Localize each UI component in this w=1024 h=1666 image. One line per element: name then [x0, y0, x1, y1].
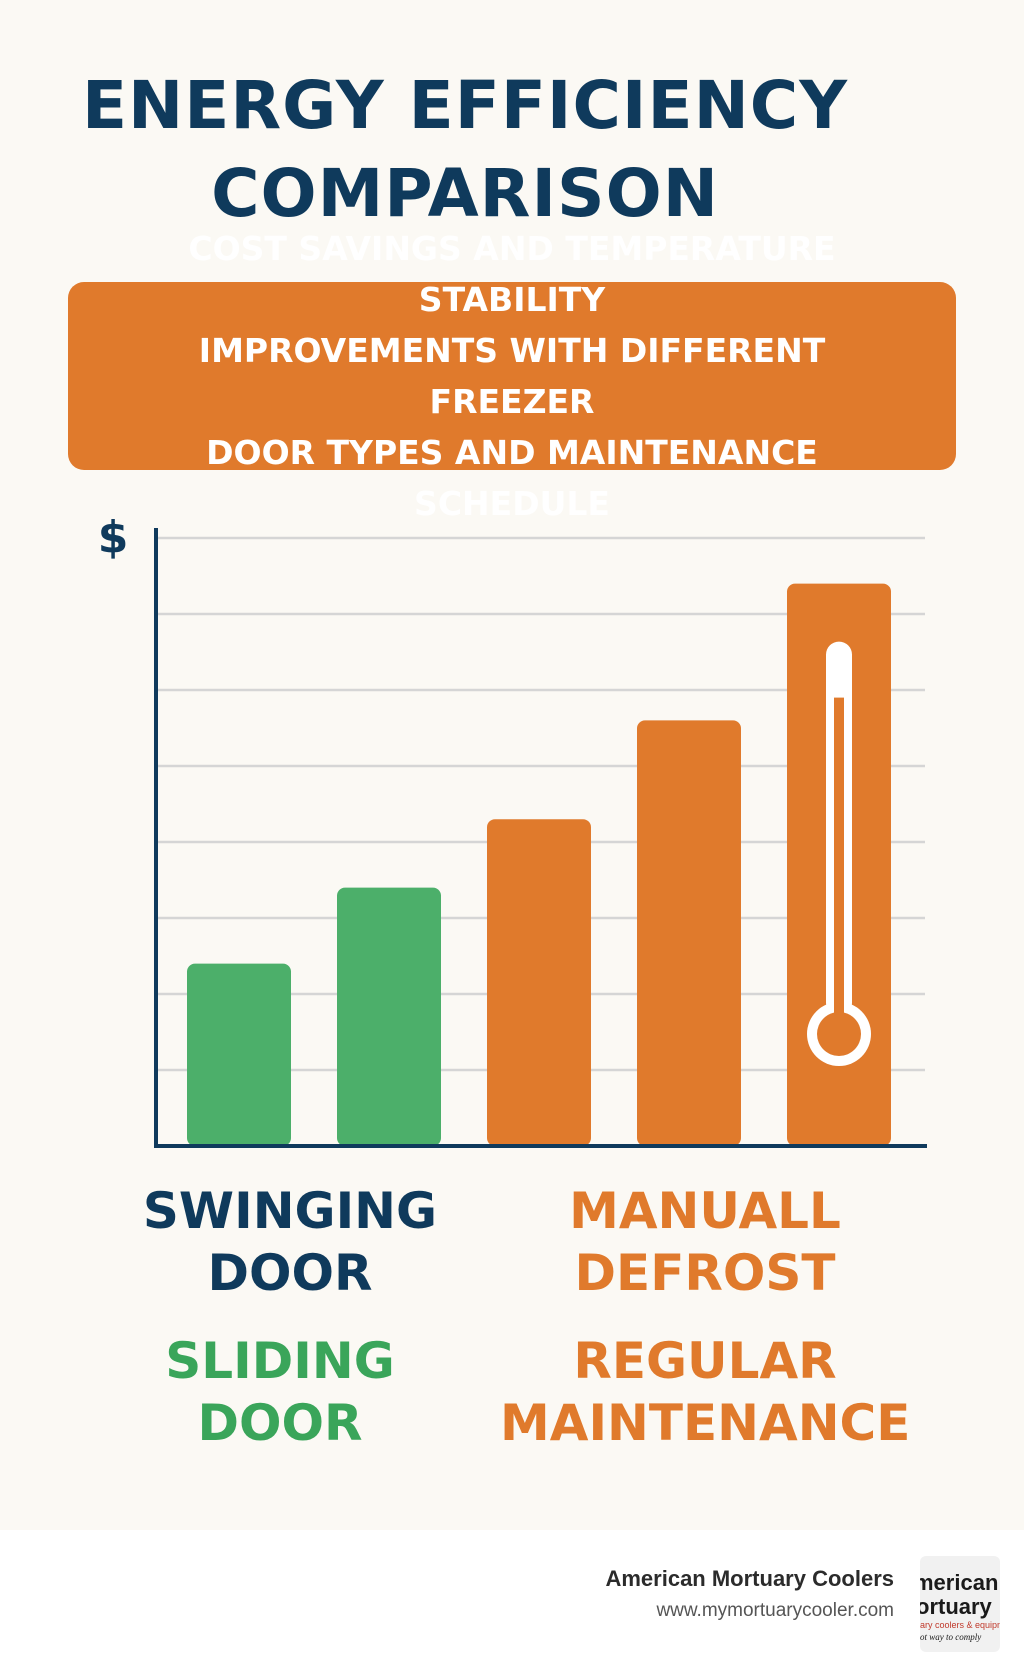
label-swinging-line-2: DOOR: [207, 1244, 373, 1302]
bar: [187, 963, 291, 1146]
label-manual-defrost: MANUALL DEFROST: [540, 1180, 870, 1304]
label-swinging-line-1: SWINGING: [142, 1182, 438, 1240]
label-regular-maintenance: REGULAR MAINTENANCE: [500, 1330, 910, 1454]
bar-chart: $: [98, 512, 927, 1148]
bar: [487, 819, 591, 1146]
label-defrost-line-1: MANUALL: [569, 1182, 841, 1240]
company-logo: merican ortuary ary coolers & equipment …: [920, 1556, 1000, 1652]
logo-text-1: merican: [920, 1570, 999, 1595]
subtitle-banner: COST SAVINGS AND TEMPERATURE STABILITY I…: [68, 229, 956, 523]
brand-name: American Mortuary Coolers: [605, 1566, 894, 1591]
label-sliding-door: SLIDING DOOR: [130, 1330, 430, 1454]
brand-url[interactable]: www.mymortuarycooler.com: [656, 1600, 894, 1621]
subtitle-line-1: COST SAVINGS AND TEMPERATURE STABILITY: [188, 229, 836, 319]
title-line-1: ENERGY EFFICIENCY: [81, 67, 849, 144]
subtitle: COST SAVINGS AND TEMPERATURE STABILITY I…: [112, 223, 912, 529]
footer: [0, 1530, 1024, 1666]
logo-text-4: ot way to comply: [920, 1632, 982, 1642]
y-axis-label: $: [98, 512, 129, 563]
label-maintenance-line-2: MAINTENANCE: [500, 1394, 911, 1452]
brand-block: American Mortuary Coolers www.mymortuary…: [605, 1566, 894, 1622]
label-swinging-door: SWINGING DOOR: [140, 1180, 440, 1304]
label-maintenance-line-1: REGULAR: [573, 1332, 837, 1390]
bar: [337, 887, 441, 1146]
page-title: ENERGY EFFICIENCY COMPARISON: [0, 62, 930, 238]
logo-text-3: ary coolers & equipment: [920, 1620, 1000, 1630]
subtitle-line-3: DOOR TYPES AND MAINTENANCE SCHEDULE: [206, 433, 818, 523]
logo-text-2: ortuary: [920, 1594, 992, 1619]
thermometer-icon: [807, 641, 871, 1066]
label-sliding-line-1: SLIDING: [165, 1332, 395, 1390]
label-defrost-line-2: DEFROST: [574, 1244, 836, 1302]
subtitle-line-2: IMPROVEMENTS WITH DIFFERENT FREEZER: [198, 331, 826, 421]
bar: [637, 720, 741, 1146]
title-line-2: COMPARISON: [211, 155, 719, 232]
label-sliding-line-2: DOOR: [197, 1394, 363, 1452]
